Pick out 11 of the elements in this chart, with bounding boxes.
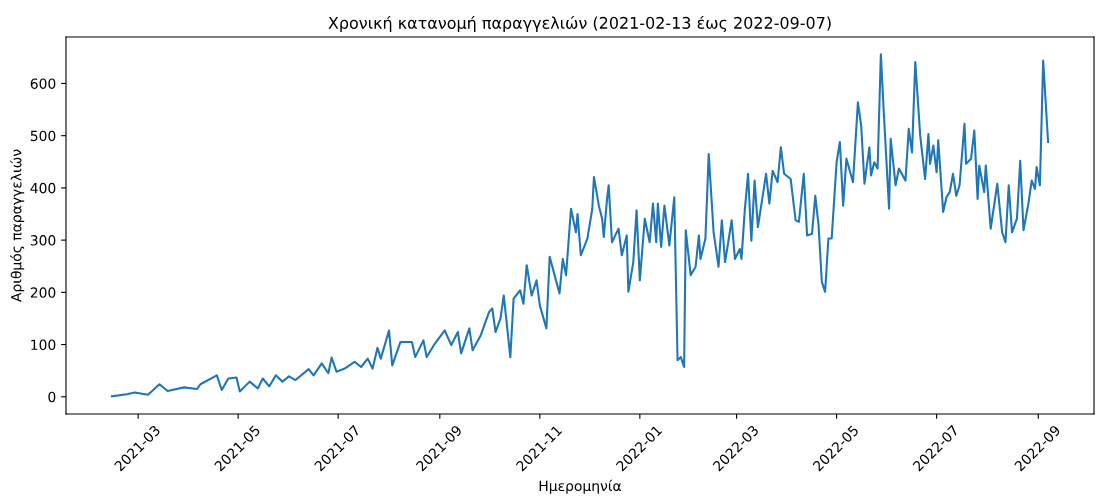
y-tick-label: 300 <box>30 235 56 246</box>
y-tick-label: 0 <box>48 391 56 403</box>
y-tick-label: 400 <box>30 182 56 194</box>
y-tick-label: 600 <box>30 78 56 89</box>
y-tick-label: 200 <box>30 287 56 298</box>
x-axis-title: Ημερομηνία <box>539 479 622 494</box>
y-tick-label: 500 <box>30 130 56 142</box>
line-series <box>110 53 1050 398</box>
y-axis-title: Αριθμός παραγγελιών <box>10 149 25 302</box>
chart-title: Χρονική κατανομή παραγγελιών (2021-02-13 έως 2022-09-07) <box>328 15 831 33</box>
y-tick-label: 100 <box>31 339 56 351</box>
